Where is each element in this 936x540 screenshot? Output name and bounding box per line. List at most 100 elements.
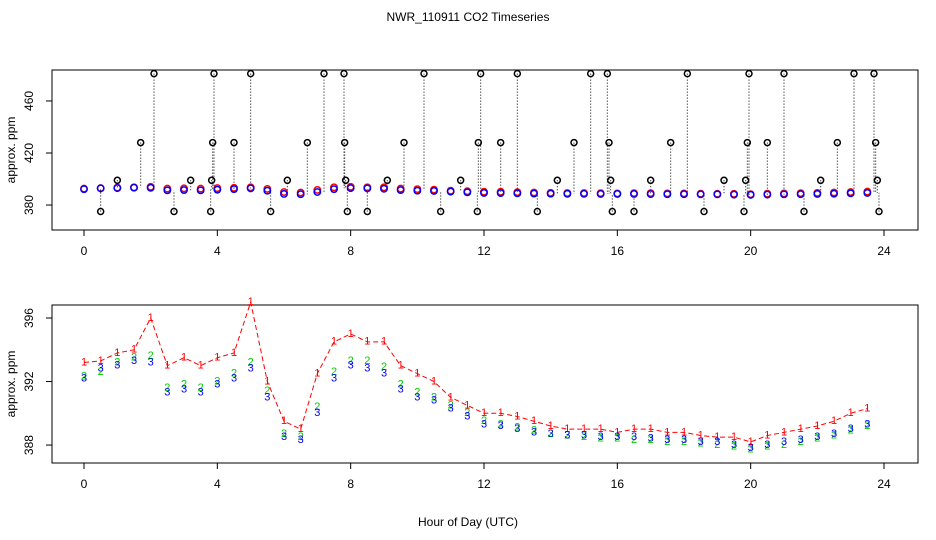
data-symbol: 3 bbox=[431, 395, 437, 407]
data-symbol: 1 bbox=[414, 368, 420, 380]
flag-point bbox=[383, 176, 392, 185]
data-point bbox=[446, 187, 455, 196]
data-symbol: 3 bbox=[564, 429, 570, 441]
flag-point bbox=[700, 207, 708, 216]
data-symbol: 1 bbox=[764, 429, 770, 441]
data-symbol: 2 bbox=[798, 436, 804, 448]
data-symbol: 1 bbox=[181, 352, 187, 364]
data-symbol: 3 bbox=[598, 431, 604, 443]
data-symbol: 1 bbox=[381, 336, 387, 348]
data-symbol: 2 bbox=[281, 428, 287, 440]
x-tick-label: 20 bbox=[744, 477, 758, 491]
data-symbol: 3 bbox=[131, 355, 137, 367]
data-point bbox=[580, 189, 588, 198]
data-point bbox=[130, 183, 138, 192]
data-point bbox=[830, 189, 838, 198]
data-symbol: 2 bbox=[664, 436, 670, 448]
y-tick-label: 388 bbox=[22, 435, 36, 455]
data-symbol: 3 bbox=[298, 434, 304, 446]
data-symbol: 2 bbox=[848, 425, 854, 437]
flag-point bbox=[683, 69, 692, 78]
data-symbol: 2 bbox=[214, 375, 220, 387]
x-tick-label: 0 bbox=[81, 477, 88, 491]
data-point bbox=[863, 188, 872, 197]
flag-point bbox=[210, 69, 218, 78]
data-symbol: 2 bbox=[564, 429, 570, 441]
y-tick-label: 380 bbox=[22, 195, 36, 215]
data-point bbox=[263, 186, 272, 195]
data-symbol: 2 bbox=[164, 382, 170, 394]
data-symbol: 1 bbox=[298, 423, 304, 435]
data-point bbox=[763, 190, 772, 199]
data-symbol: 2 bbox=[414, 387, 420, 399]
data-point bbox=[780, 190, 788, 199]
flag-point bbox=[246, 69, 255, 78]
data-symbol: 2 bbox=[748, 444, 754, 456]
data-symbol: 1 bbox=[781, 426, 787, 438]
flag-point bbox=[340, 138, 349, 147]
data-symbol: 2 bbox=[231, 368, 237, 380]
data-symbol: 3 bbox=[248, 363, 254, 375]
flag-point bbox=[605, 138, 613, 147]
data-symbol: 3 bbox=[764, 439, 770, 451]
flag-point bbox=[113, 176, 122, 185]
data-symbol: 3 bbox=[698, 436, 704, 448]
data-point bbox=[663, 190, 672, 199]
data-symbol: 3 bbox=[448, 402, 454, 414]
flag-point bbox=[96, 207, 105, 216]
flag-point bbox=[763, 138, 772, 147]
flag-point bbox=[474, 138, 483, 147]
data-symbol: 2 bbox=[181, 379, 187, 391]
data-symbol: 1 bbox=[514, 410, 520, 422]
data-symbol: 1 bbox=[631, 423, 637, 435]
x-tick-label: 8 bbox=[347, 477, 354, 491]
data-point bbox=[796, 190, 805, 199]
data-point bbox=[846, 189, 855, 198]
data-symbol: 3 bbox=[848, 423, 854, 435]
data-symbol: 2 bbox=[714, 439, 720, 451]
flag-point bbox=[363, 207, 372, 216]
x-tick-label: 20 bbox=[744, 244, 758, 258]
x-tick-label: 4 bbox=[214, 244, 221, 258]
data-point bbox=[530, 189, 538, 198]
data-point bbox=[463, 188, 472, 197]
flag-point bbox=[420, 69, 428, 78]
data-symbol: 2 bbox=[781, 439, 787, 451]
flag-point bbox=[740, 207, 748, 216]
data-point bbox=[430, 187, 438, 195]
data-point bbox=[746, 190, 755, 199]
flag-point bbox=[266, 207, 275, 216]
data-symbol: 1 bbox=[614, 426, 620, 438]
x-tick-label: 16 bbox=[611, 477, 625, 491]
data-symbol: 1 bbox=[431, 375, 437, 387]
flag-point bbox=[720, 176, 728, 185]
data-symbol: 3 bbox=[664, 434, 670, 446]
flag-point bbox=[606, 176, 615, 185]
series-line bbox=[83, 300, 868, 443]
data-symbol: 2 bbox=[314, 401, 320, 413]
data-symbol: 1 bbox=[364, 336, 370, 348]
flag-point bbox=[340, 69, 348, 78]
data-point bbox=[113, 184, 122, 193]
data-symbol: 1 bbox=[481, 407, 487, 419]
data-point bbox=[80, 185, 88, 194]
data-point bbox=[230, 185, 238, 194]
data-symbol: 2 bbox=[814, 433, 820, 445]
data-symbol: 3 bbox=[398, 383, 404, 395]
data-point bbox=[163, 186, 172, 195]
flag-point bbox=[553, 176, 562, 185]
data-symbol: 2 bbox=[648, 434, 654, 446]
flag-point bbox=[400, 138, 408, 147]
data-symbol: 1 bbox=[748, 436, 754, 448]
x-tick-label: 24 bbox=[877, 477, 891, 491]
data-symbol: 1 bbox=[681, 426, 687, 438]
data-symbol: 1 bbox=[264, 375, 270, 387]
data-point bbox=[480, 188, 488, 197]
x-tick-label: 12 bbox=[477, 477, 491, 491]
data-symbol: 2 bbox=[514, 421, 520, 433]
data-symbol: 3 bbox=[581, 429, 587, 441]
data-point bbox=[513, 189, 522, 198]
data-symbol: 3 bbox=[481, 418, 487, 430]
data-symbol: 2 bbox=[614, 433, 620, 445]
